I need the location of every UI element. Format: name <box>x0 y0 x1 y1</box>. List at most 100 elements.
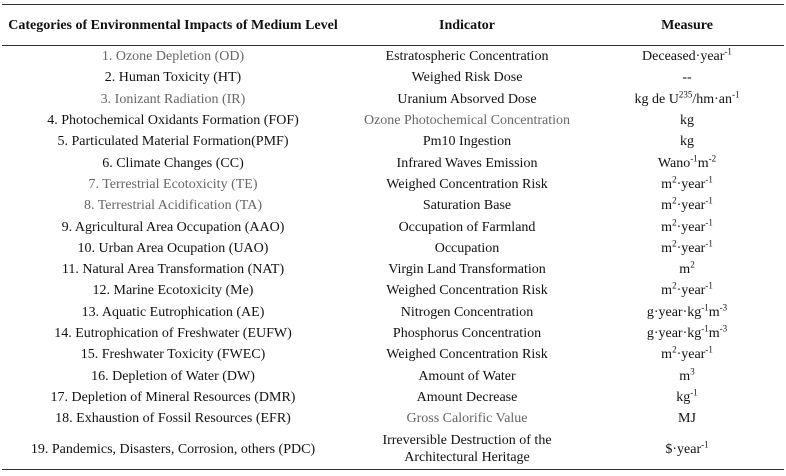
measure-cell: -- <box>590 67 784 88</box>
measure-cell: m3 <box>590 365 784 386</box>
measure-unit: ·year <box>676 283 706 299</box>
indicator-cell: Occupation of Farmland <box>398 219 536 235</box>
category-cell: 11. Natural Area Transformation (NAT) <box>61 262 285 278</box>
measure-exponent: -2 <box>708 152 717 163</box>
category-cell: 14. Eutrophication of Freshwater (EUFW) <box>54 326 292 341</box>
measure-cell: m2·year-1 <box>590 280 784 301</box>
category-cell: 12. Marine Ecotoxicity (Me) <box>92 283 254 299</box>
category-cell: 18. Exhaustion of Fossil Resources (EFR) <box>55 411 291 427</box>
impact-table: Categories of Environmental Impacts of M… <box>2 4 784 471</box>
indicator-cell: Weighed Concentration Risk <box>386 176 548 192</box>
table-row: 18. Exhaustion of Fossil Resources (EFR)… <box>2 408 784 429</box>
indicator-cell: Ozone Photochemical Concentration <box>363 113 571 129</box>
measure-unit: /hm·an <box>692 91 732 107</box>
measure-cell: Wano-1m-2 <box>590 152 784 173</box>
category-cell: 7. Terrestrial Ecotoxicity (TE) <box>88 176 258 192</box>
measure-unit: m <box>661 240 673 256</box>
measure-exponent: 2 <box>672 216 677 227</box>
table-row: 6. Climate Changes (CC) Infrared Waves Em… <box>2 152 784 173</box>
measure-unit: m <box>708 304 720 320</box>
measure-unit: ·year <box>676 240 706 256</box>
table-row: 4. Photochemical Oxidants Formation (FOF… <box>2 110 784 131</box>
measure-unit: m <box>661 347 673 363</box>
table-row: 16. Depletion of Water (DW) Amount of Wat… <box>2 365 784 386</box>
measure-unit: MJ <box>678 411 696 427</box>
indicator-cell: Occupation <box>434 240 500 256</box>
measure-cell: m2·year-1 <box>590 238 784 259</box>
measure-unit: m <box>661 219 673 235</box>
measure-exponent: -1 <box>701 439 709 450</box>
measure-cell: g·year·kg-1m-3 <box>590 302 784 323</box>
measure-cell: g·year·kg-1m-3 <box>590 323 784 344</box>
table-row: 13. Aquatic Eutrophication (AE) Nitrogen … <box>2 302 784 323</box>
category-cell: 6. Climate Changes (CC) <box>102 155 244 171</box>
measure-unit: $·year <box>665 441 702 457</box>
measure-unit: g·year·kg <box>646 326 702 341</box>
indicator-cell: Amount of Water <box>418 368 516 384</box>
measure-exponent: -1 <box>690 152 698 163</box>
measure-exponent: 2 <box>672 195 677 206</box>
header-row: Categories of Environmental Impacts of M… <box>2 4 784 46</box>
measure-unit: ·year <box>676 347 706 363</box>
measure-unit: m <box>661 176 673 192</box>
measure-unit: Wano <box>657 155 691 171</box>
header-cell: Categories of Environmental Impacts of M… <box>2 4 344 46</box>
table-row: 11. Natural Area Transformation (NAT) Vir… <box>2 259 784 280</box>
measure-exponent: -1 <box>705 238 713 249</box>
measure-exponent: -1 <box>731 89 740 100</box>
indicator-cell: Amount Decrease <box>416 389 518 405</box>
measure-cell: MJ <box>590 408 784 429</box>
table-row: 7. Terrestrial Ecotoxicity (TE) Weighed C… <box>2 174 784 195</box>
indicator-cell: Virgin Land Transformation <box>388 262 546 278</box>
measure-cell: m2·year-1 <box>590 344 784 365</box>
indicator-cell: Pm10 Ingestion <box>422 134 512 150</box>
measure-cell: m2·year-1 <box>590 174 784 195</box>
measure-exponent: -1 <box>705 195 713 206</box>
table-row: 19. Pandemics, Disasters, Corrosion, oth… <box>2 429 784 471</box>
measure-exponent: -1 <box>690 387 698 398</box>
category-cell: 4. Photochemical Oxidants Formation (FOF… <box>47 113 299 129</box>
measure-exponent: 2 <box>690 259 695 270</box>
table-row: 5. Particulated Material Formation(PMF) P… <box>2 131 784 152</box>
table-row: 17. Depletion of Mineral Resources (DMR)… <box>2 387 784 408</box>
measure-exponent: 2 <box>672 280 677 291</box>
measure-exponent: 2 <box>672 344 677 355</box>
measure-unit: ·year <box>676 219 706 235</box>
measure-cell: m2·year-1 <box>590 195 784 216</box>
measure-exponent: 3 <box>690 365 695 376</box>
header-cell: Measure <box>590 4 784 46</box>
table-row: 15. Freshwater Toxicity (FWEC) Weighed Co… <box>2 344 784 365</box>
measure-exponent: 2 <box>672 174 677 185</box>
category-cell: 10. Urban Area Ocupation (UAO) <box>77 240 269 256</box>
indicator-cell: Weighed Risk Dose <box>411 70 523 86</box>
measure-unit: g·year·kg <box>646 304 702 320</box>
category-cell: 19. Pandemics, Disasters, Corrosion, oth… <box>2 429 344 471</box>
measure-exponent: -1 <box>705 216 713 227</box>
measure-unit: kg <box>680 134 694 150</box>
indicator-cell: Weighed Concentration Risk <box>386 283 548 299</box>
category-cell: 3. Ionizant Radiation (IR) <box>100 91 246 107</box>
indicator-cell: Infrared Waves Emission <box>396 155 538 171</box>
category-cell: 17. Depletion of Mineral Resources (DMR) <box>50 389 296 405</box>
table-row: 2. Human Toxicity (HT) Weighed Risk Dose -… <box>2 67 784 88</box>
measure-unit: Deceased·year <box>642 49 725 65</box>
measure-exponent: -1 <box>705 280 713 291</box>
measure-cell: m2 <box>590 259 784 280</box>
measure-cell: $·year-1 <box>590 429 784 471</box>
category-cell: 5. Particulated Material Formation(PMF) <box>57 134 289 150</box>
measure-cell: kg <box>590 131 784 152</box>
measure-unit: m <box>679 368 691 384</box>
category-cell: 8. Terrestrial Acidification (TA) <box>83 198 263 214</box>
measure-unit: m <box>697 155 709 171</box>
category-cell: 13. Aquatic Eutrophication (AE) <box>81 304 265 320</box>
measure-unit: ·year <box>676 176 706 192</box>
indicator-cell: Estratospheric Concentration <box>385 49 549 65</box>
table-row: 10. Urban Area Ocupation (UAO) Occupation… <box>2 238 784 259</box>
table-body: 1. Ozone Depletion (OD) Estratospheric Co… <box>2 46 784 471</box>
measure-exponent: -1 <box>724 46 732 57</box>
measure-exponent: 2 <box>672 238 677 249</box>
measure-unit: m <box>679 262 691 278</box>
measure-exponent: -3 <box>719 302 728 313</box>
measure-cell: m2·year-1 <box>590 216 784 237</box>
